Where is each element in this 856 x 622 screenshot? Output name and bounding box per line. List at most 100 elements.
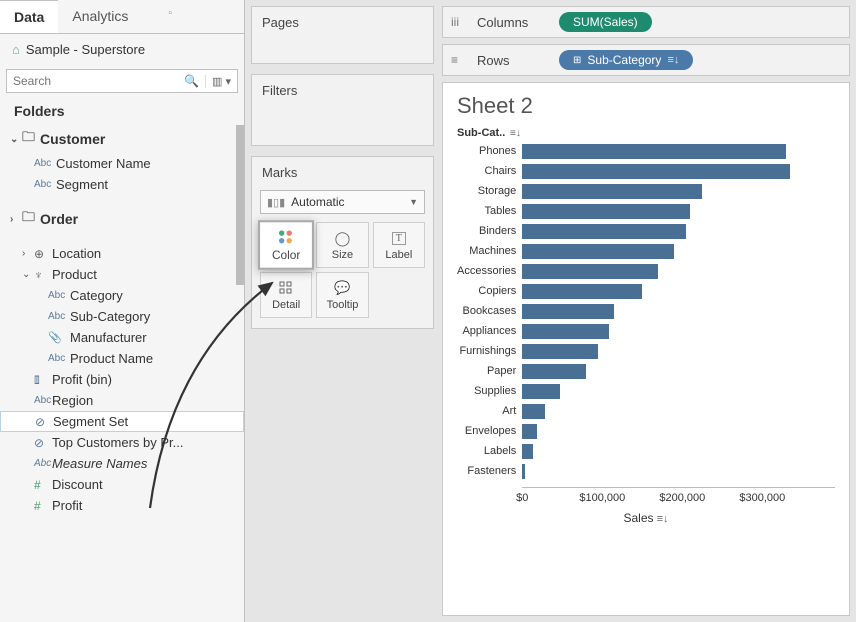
color-icon <box>278 228 295 247</box>
abc-type-icon: Abc <box>34 395 52 406</box>
rows-shelf[interactable]: ≡ Rows ⊞ Sub-Category ≡↓ <box>442 44 850 76</box>
detail-label: Detail <box>272 299 300 311</box>
category-label: Art <box>457 401 522 421</box>
abc-type-icon <box>48 353 70 364</box>
bar[interactable] <box>522 244 674 259</box>
bar[interactable] <box>522 324 608 339</box>
x-tick: $100,000 <box>579 492 625 504</box>
field-manufacturer[interactable]: Manufacturer <box>0 327 244 348</box>
marks-size-button[interactable]: Size <box>316 222 368 268</box>
datasource-row[interactable]: ⌂ Sample - Superstore <box>0 34 244 65</box>
bar[interactable] <box>522 164 790 179</box>
field-location[interactable]: ›Location <box>0 243 244 264</box>
folder-order[interactable]: ›Order <box>0 205 244 233</box>
bar[interactable] <box>522 224 686 239</box>
bar[interactable] <box>522 344 598 359</box>
category-label: Fasteners <box>457 461 522 481</box>
bar[interactable] <box>522 184 702 199</box>
category-label: Chairs <box>457 161 522 181</box>
tree-scrollbar[interactable] <box>236 125 244 622</box>
tooltip-label: Tooltip <box>327 299 359 311</box>
analytics-dropdown-icon: ▫ <box>168 8 172 19</box>
hierarchy-icon <box>34 268 52 282</box>
expand-icon: ⊞ <box>573 55 581 66</box>
field-profit[interactable]: Profit <box>0 495 244 516</box>
chevron-right-icon: › <box>10 214 22 225</box>
field-discount[interactable]: Discount <box>0 474 244 495</box>
worksheet-area: iii Columns SUM(Sales) ≡ Rows ⊞ Sub-Cate… <box>440 0 856 622</box>
datasource-name: Sample - Superstore <box>26 42 145 57</box>
category-label: Supplies <box>457 381 522 401</box>
field-segment-set[interactable]: Segment Set <box>0 411 244 432</box>
marks-type-dropdown[interactable]: ▮▯▮ Automatic ▼ <box>260 190 425 214</box>
bar[interactable] <box>522 424 536 439</box>
filters-card[interactable]: Filters <box>251 74 434 146</box>
sort-indicator-icon: ≡↓ <box>654 513 669 525</box>
bar[interactable] <box>522 384 560 399</box>
tree-scroll-thumb[interactable] <box>236 125 244 285</box>
bar[interactable] <box>522 404 544 419</box>
category-label: Envelopes <box>457 421 522 441</box>
chevron-down-icon: ⌄ <box>10 134 22 145</box>
rows-icon: ≡ <box>451 53 465 67</box>
bar[interactable] <box>522 284 642 299</box>
category-label: Storage <box>457 181 522 201</box>
search-input[interactable] <box>7 70 178 92</box>
chevron-down-icon: ⌄ <box>22 269 34 280</box>
bar[interactable] <box>522 304 614 319</box>
bar[interactable] <box>522 444 532 459</box>
bin-icon <box>34 372 52 387</box>
bar-chart: PhonesChairsStorageTablesBindersMachines… <box>457 141 835 503</box>
field-profit-bin[interactable]: Profit (bin) <box>0 369 244 390</box>
abc-type-icon <box>48 290 70 301</box>
tab-analytics[interactable]: Analytics▫ <box>58 0 186 33</box>
marks-tooltip-button[interactable]: Tooltip <box>316 272 368 318</box>
field-region[interactable]: AbcRegion <box>0 390 244 411</box>
field-sub-category[interactable]: Sub-Category <box>0 306 244 327</box>
marks-label-button[interactable]: Label <box>373 222 425 268</box>
marks-detail-button[interactable]: Detail <box>260 272 312 318</box>
bar[interactable] <box>522 364 586 379</box>
marks-label: Marks <box>252 157 433 188</box>
number-icon <box>34 478 52 492</box>
field-segment[interactable]: Segment <box>0 174 244 195</box>
category-label: Tables <box>457 201 522 221</box>
detail-icon <box>279 279 293 297</box>
size-label: Size <box>332 249 353 261</box>
field-product[interactable]: ⌄Product <box>0 264 244 285</box>
view-toggle-icon[interactable]: ▥ ▾ <box>205 75 237 88</box>
field-customer-name[interactable]: Customer Name <box>0 153 244 174</box>
search-icon[interactable]: 🔍 <box>178 74 205 88</box>
columns-label: Columns <box>477 15 547 30</box>
category-label: Labels <box>457 441 522 461</box>
pill-sub-category[interactable]: ⊞ Sub-Category ≡↓ <box>559 50 693 70</box>
chevron-right-icon: › <box>22 248 34 259</box>
field-measure-names[interactable]: AbcMeasure Names <box>0 453 244 474</box>
columns-icon: iii <box>451 15 465 29</box>
field-category[interactable]: Category <box>0 285 244 306</box>
bar[interactable] <box>522 144 786 159</box>
bar[interactable] <box>522 464 525 479</box>
field-product-name[interactable]: Product Name <box>0 348 244 369</box>
label-icon <box>392 229 406 247</box>
datasource-icon: ⌂ <box>12 42 20 57</box>
marks-color-button[interactable]: Color <box>258 220 315 270</box>
columns-shelf[interactable]: iii Columns SUM(Sales) <box>442 6 850 38</box>
bar[interactable] <box>522 264 658 279</box>
sort-indicator-icon: ≡↓ <box>507 128 521 139</box>
pill-sum-sales[interactable]: SUM(Sales) <box>559 12 652 32</box>
x-axis-label: Sales ≡↓ <box>457 511 835 525</box>
bar[interactable] <box>522 204 690 219</box>
field-top-customers[interactable]: Top Customers by Pr... <box>0 432 244 453</box>
x-tick: $200,000 <box>659 492 705 504</box>
tab-data[interactable]: Data <box>0 0 58 33</box>
pages-card[interactable]: Pages <box>251 6 434 64</box>
dropdown-icon: ▼ <box>409 197 418 207</box>
sheet-title[interactable]: Sheet 2 <box>457 93 835 119</box>
clip-type-icon <box>48 331 70 344</box>
folder-customer[interactable]: ⌄Customer <box>0 125 244 153</box>
label-label: Label <box>385 249 412 261</box>
category-label: Copiers <box>457 281 522 301</box>
rows-label: Rows <box>477 53 547 68</box>
category-label: Paper <box>457 361 522 381</box>
